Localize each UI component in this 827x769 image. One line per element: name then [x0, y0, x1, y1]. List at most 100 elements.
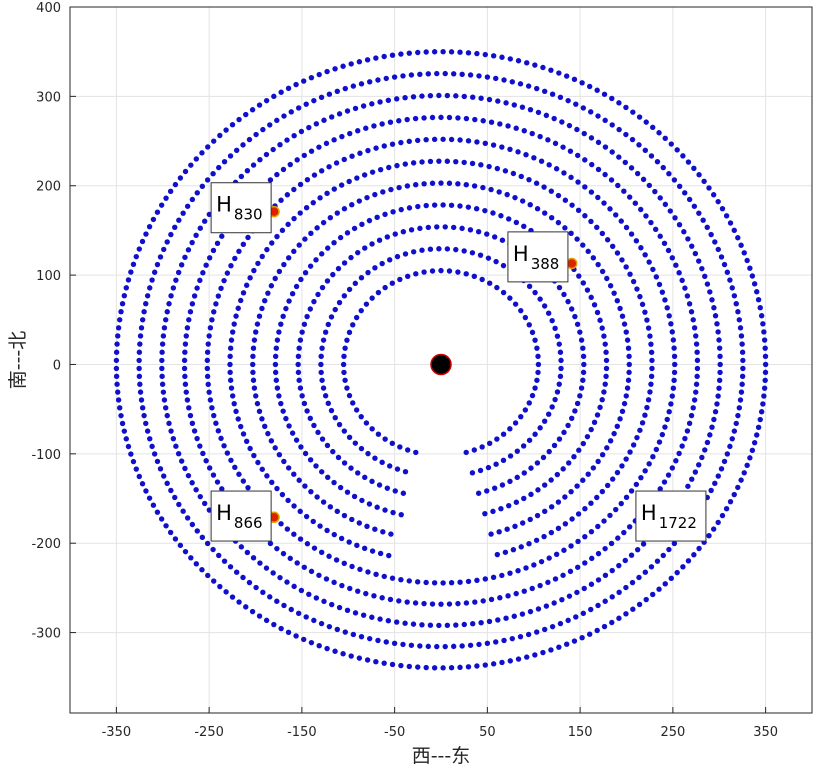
heliostat-point	[359, 221, 365, 228]
heliostat-point	[474, 577, 480, 584]
heliostat-point	[240, 478, 247, 484]
heliostat-point	[436, 158, 442, 164]
heliostat-point	[318, 353, 324, 359]
heliostat-point	[511, 613, 517, 619]
heliostat-point	[278, 197, 284, 203]
heliostat-point	[176, 501, 182, 508]
heliostat-point	[512, 420, 519, 426]
heliostat-point	[184, 325, 191, 331]
heliostat-point	[710, 192, 717, 198]
heliostat-point	[377, 99, 383, 105]
heliostat-point	[287, 555, 293, 562]
heliostat-point	[210, 472, 217, 478]
heliostat-point	[178, 458, 185, 464]
heliostat-point	[121, 293, 128, 299]
heliostat-point	[688, 309, 695, 315]
heliostat-point	[562, 225, 568, 231]
heliostat-point	[712, 239, 718, 245]
heliostat-point	[608, 540, 615, 547]
heliostat-point	[482, 662, 488, 668]
heliostat-point	[733, 420, 739, 427]
heliostat-point	[634, 286, 640, 292]
heliostat-point	[569, 516, 575, 522]
heliostat-point	[650, 124, 656, 131]
heliostat-point	[541, 184, 547, 190]
heliostat-point	[191, 293, 198, 299]
heliostat-point	[272, 369, 279, 376]
heliostat-point	[549, 623, 556, 630]
heliostat-point	[376, 237, 383, 243]
heliostat-point	[177, 175, 184, 181]
heliostat-point	[440, 202, 446, 208]
heliostat-point	[451, 71, 457, 77]
heliostat-point	[623, 104, 629, 111]
heliostat-point	[323, 140, 330, 147]
heliostat-point	[394, 466, 401, 472]
heliostat-point	[514, 474, 520, 481]
heliostat-point	[499, 237, 506, 243]
heliostat-point	[704, 224, 710, 231]
heliostat-point	[288, 109, 294, 115]
heliostat-point	[213, 301, 219, 307]
heliostat-point	[404, 599, 410, 605]
heliostat-point	[423, 137, 429, 143]
heliostat-point	[389, 661, 396, 668]
heliostat-point	[645, 397, 652, 403]
heliostat-point	[696, 545, 702, 552]
heliostat-point	[453, 246, 459, 253]
heliostat-point	[621, 529, 627, 536]
heliostat-point	[710, 526, 717, 532]
heliostat-point	[537, 425, 543, 431]
heliostat-point	[388, 531, 394, 537]
heliostat-point	[340, 651, 346, 657]
heliostat-point	[761, 393, 767, 399]
heliostat-point	[139, 238, 146, 245]
heliostat-point	[624, 337, 631, 343]
heliostat-point	[229, 393, 236, 399]
heliostat-point	[246, 136, 253, 143]
heliostat-point	[415, 49, 421, 56]
heliostat-point	[557, 349, 564, 355]
heliostat-point	[543, 603, 550, 609]
heliostat-point	[553, 551, 560, 558]
heliostat-point	[298, 276, 304, 283]
heliostat-point	[498, 506, 504, 512]
heliostat-point	[277, 574, 283, 581]
heliostat-point	[333, 160, 340, 166]
heliostat-point	[601, 389, 607, 395]
heliostat-point	[554, 389, 561, 395]
heliostat-point	[342, 345, 348, 351]
heliostat-point	[221, 558, 228, 564]
heliostat-point	[227, 377, 234, 383]
heliostat-point	[674, 147, 680, 153]
heliostat-point	[714, 321, 720, 327]
heliostat-point	[383, 75, 389, 82]
heliostat-point	[693, 341, 700, 347]
heliostat-point	[119, 420, 126, 427]
heliostat-point	[375, 289, 382, 296]
heliostat-point	[639, 420, 646, 426]
heliostat-point	[522, 314, 529, 321]
heliostat-point	[486, 280, 493, 286]
heliostat-point	[306, 124, 312, 131]
heliostat-point	[470, 94, 476, 100]
heliostat-point	[250, 377, 257, 383]
heliostat-point	[524, 654, 530, 660]
heliostat-point	[329, 114, 335, 120]
heliostat-point	[648, 219, 654, 226]
heliostat-point	[431, 202, 438, 208]
heliostat-point	[216, 552, 222, 559]
heliostat-point	[470, 621, 476, 627]
heliostat-point	[699, 265, 705, 272]
heliostat-point	[616, 562, 622, 569]
heliostat-point	[626, 361, 632, 368]
heliostat-point	[603, 373, 609, 380]
heliostat-point	[712, 480, 718, 487]
heliostat-point	[532, 337, 538, 343]
heliostat-point	[324, 68, 330, 75]
heliostat-point	[419, 93, 425, 99]
heliostat-point	[421, 600, 427, 607]
heliostat-point	[355, 128, 361, 134]
heliostat-point	[521, 223, 527, 230]
